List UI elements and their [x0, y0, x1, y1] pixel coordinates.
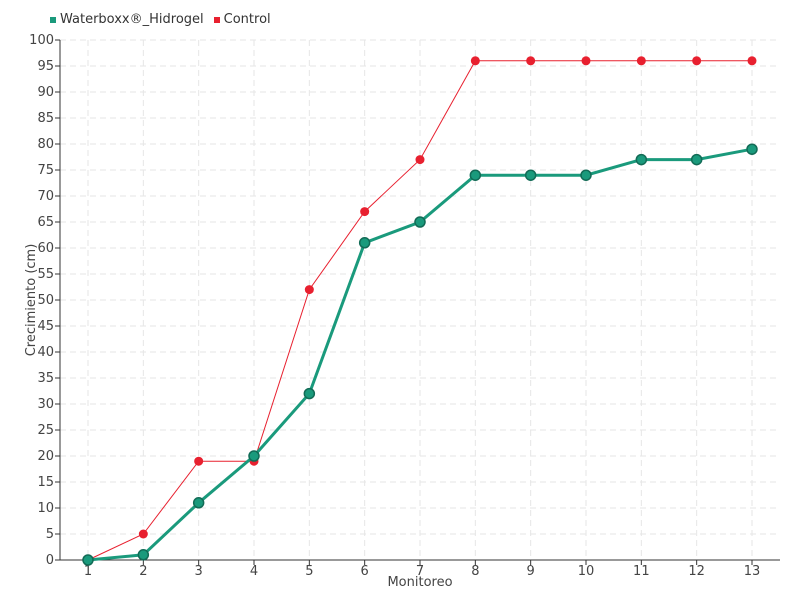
- data-point-control[interactable]: [194, 456, 204, 466]
- y-tick-label: 40: [37, 345, 54, 360]
- data-point-control[interactable]: [360, 207, 370, 217]
- data-point-waterboxx[interactable]: [524, 169, 537, 181]
- x-tick-label: 12: [688, 564, 705, 579]
- legend-swatch-control: [213, 16, 220, 23]
- series-control: [83, 56, 757, 565]
- data-point-waterboxx[interactable]: [358, 237, 371, 249]
- x-tick-label: 8: [471, 564, 479, 579]
- y-tick-label: 25: [37, 423, 54, 438]
- data-point-waterboxx[interactable]: [414, 216, 426, 228]
- series-layer: [82, 56, 758, 566]
- y-tick-label: 30: [37, 397, 54, 412]
- data-point-control[interactable]: [470, 56, 480, 66]
- legend-label-waterboxx: Waterboxx®_Hidrogel: [60, 12, 204, 27]
- data-point-control[interactable]: [138, 529, 148, 539]
- y-tick-label: 80: [37, 137, 54, 152]
- y-tick-label: 65: [37, 215, 54, 230]
- data-point-control[interactable]: [415, 155, 425, 165]
- y-tick-labels: 0 5 10 15 20 25 30 35 40 45 50 55 60 65 70 75 80 85 90 95 10…: [29, 33, 54, 568]
- y-tick-label: 60: [37, 241, 54, 256]
- x-tick-label: 4: [250, 564, 258, 579]
- y-tick-label: 90: [37, 85, 54, 100]
- data-point-waterboxx[interactable]: [248, 450, 260, 462]
- y-tick-label: 55: [37, 267, 54, 282]
- y-tick-label: 5: [46, 527, 54, 542]
- series-waterboxx: [82, 143, 758, 566]
- x-tick-label: 5: [305, 564, 313, 579]
- legend-label-control: Control: [223, 12, 271, 27]
- x-tick-label: 9: [527, 564, 535, 579]
- y-tick-label: 95: [37, 59, 54, 74]
- y-tick-label: 35: [37, 371, 54, 386]
- data-point-waterboxx[interactable]: [469, 169, 482, 181]
- data-point-waterboxx[interactable]: [635, 153, 648, 166]
- data-point-waterboxx[interactable]: [580, 169, 592, 181]
- legend-item-waterboxx[interactable]: Waterboxx®_Hidrogel: [50, 12, 204, 27]
- x-tick-label: 1: [84, 564, 92, 579]
- x-tick-labels: 1 2 3 4 5 6 7 8 9 10 11 12 13: [84, 564, 760, 579]
- chart-legend: Waterboxx®_Hidrogel Control: [50, 12, 271, 27]
- y-tick-label: 75: [37, 163, 54, 178]
- data-point-waterboxx[interactable]: [192, 497, 205, 509]
- y-axis-title: Crecimiento (cm): [24, 244, 39, 357]
- x-tick-label: 7: [416, 564, 424, 579]
- data-point-waterboxx[interactable]: [82, 554, 94, 566]
- x-tick-label: 10: [578, 564, 595, 579]
- axes: [55, 39, 780, 565]
- x-tick-label: 13: [744, 564, 761, 579]
- y-tick-label: 85: [37, 111, 54, 126]
- y-tick-label: 45: [37, 319, 54, 334]
- data-point-control[interactable]: [636, 56, 646, 66]
- data-point-waterboxx[interactable]: [746, 143, 758, 155]
- x-tick-label: 3: [195, 564, 203, 579]
- data-point-waterboxx[interactable]: [137, 549, 150, 561]
- data-point-control[interactable]: [304, 285, 314, 295]
- y-tick-label: 10: [37, 501, 54, 516]
- data-point-waterboxx[interactable]: [303, 387, 316, 400]
- y-tick-label: 0: [46, 553, 54, 568]
- data-point-control[interactable]: [747, 56, 757, 66]
- legend-swatch-waterboxx: [50, 16, 56, 23]
- y-tick-label: 20: [37, 449, 54, 464]
- legend-item-control[interactable]: Control: [213, 12, 271, 27]
- x-tick-label: 11: [633, 564, 650, 579]
- data-point-control[interactable]: [581, 56, 591, 66]
- y-tick-label: 50: [37, 293, 54, 308]
- data-point-control[interactable]: [526, 56, 536, 66]
- y-tick-label: 100: [29, 33, 54, 48]
- x-tick-label: 2: [139, 564, 147, 579]
- y-tick-label: 15: [37, 475, 54, 490]
- x-tick-label: 6: [361, 564, 369, 579]
- y-tick-label: 70: [37, 189, 54, 204]
- data-point-control[interactable]: [692, 56, 702, 66]
- x-axis-title: Monitoreo: [387, 575, 452, 590]
- data-point-waterboxx[interactable]: [690, 153, 703, 166]
- grid-lines: [60, 39, 780, 560]
